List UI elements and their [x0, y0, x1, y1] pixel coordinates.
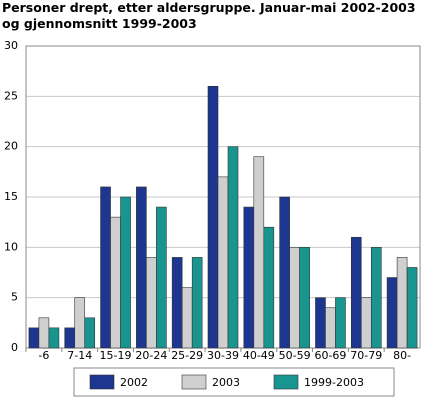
x-tick-label: 50-59: [279, 349, 311, 362]
y-tick-label: 10: [4, 240, 18, 253]
bar: [335, 297, 346, 349]
bar: [181, 287, 193, 349]
bar: [386, 277, 398, 349]
legend-label: 1999-2003: [304, 376, 364, 389]
bar: [279, 196, 290, 349]
bar: [370, 247, 382, 349]
bar: [360, 297, 372, 349]
bar: [227, 146, 239, 349]
y-tick-label: 25: [4, 89, 18, 102]
bar: [120, 196, 131, 349]
bar: [299, 247, 310, 349]
bar: [100, 186, 111, 349]
bar: [253, 156, 265, 349]
bar: [243, 206, 255, 349]
chart-title: Personer drept, etter aldersgruppe. Janu…: [2, 0, 416, 31]
bar: [110, 216, 121, 349]
bar: [171, 257, 183, 349]
x-tick-label: 70-79: [350, 349, 382, 362]
y-tick-label: 20: [4, 140, 18, 153]
bar: [217, 176, 229, 349]
legend-label: 2002: [120, 376, 148, 389]
x-tick-label: 40-49: [243, 349, 275, 362]
x-tick-label: -6: [38, 349, 49, 362]
bar: [350, 236, 362, 349]
bar: [136, 186, 147, 349]
bar: [396, 257, 408, 349]
bar: [156, 206, 167, 349]
bar: [289, 247, 300, 349]
bar: [74, 297, 86, 349]
bar: [325, 307, 336, 349]
legend-frame: [73, 367, 395, 397]
bar: [315, 297, 326, 349]
y-tick-label: 0: [11, 341, 18, 354]
y-tick-label: 5: [11, 291, 18, 304]
bar: [48, 327, 60, 349]
y-tick-label: 30: [4, 39, 18, 52]
x-tick-label: 7-14: [67, 349, 92, 362]
legend-swatch: [181, 374, 207, 390]
bar: [406, 267, 418, 349]
bar: [146, 257, 157, 349]
x-tick-label: 60-69: [314, 349, 346, 362]
bar: [207, 85, 219, 349]
x-tick-label: 20-24: [135, 349, 167, 362]
bar: [28, 327, 40, 349]
legend-swatch: [89, 374, 115, 390]
x-tick-label: 15-19: [100, 349, 132, 362]
x-tick-label: 30-39: [207, 349, 239, 362]
bar: [64, 327, 76, 349]
legend-swatch: [273, 374, 299, 390]
bar: [263, 226, 275, 349]
x-tick-label: 80-: [393, 349, 411, 362]
x-tick-label: 25-29: [171, 349, 203, 362]
bar: [191, 257, 203, 349]
y-tick-label: 15: [4, 190, 18, 203]
bar: [38, 317, 50, 349]
bar: [84, 317, 96, 349]
legend-label: 2003: [212, 376, 240, 389]
